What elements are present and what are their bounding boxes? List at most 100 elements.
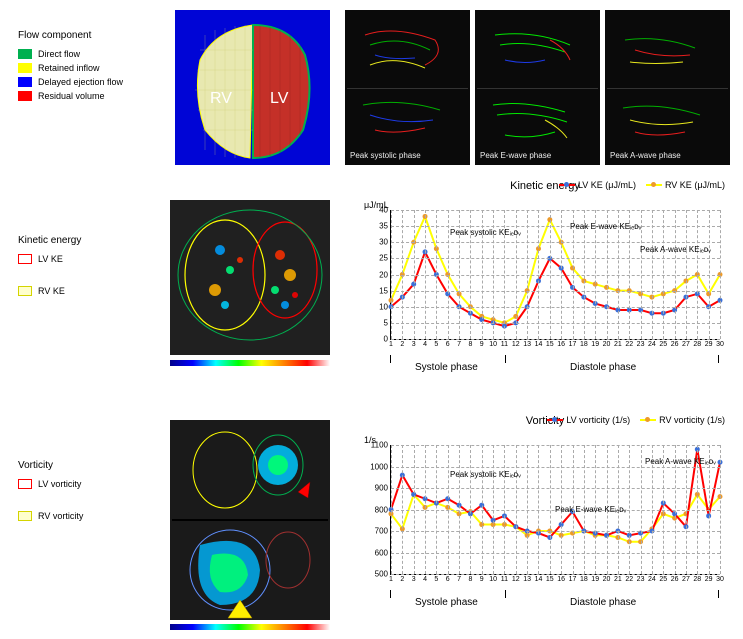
ytick-label: 35 xyxy=(379,222,391,231)
flow-awave-panel: Peak A-wave phase xyxy=(605,10,730,165)
ke-colormap-icon xyxy=(170,200,330,355)
phase-label: Peak systolic phase xyxy=(350,151,421,160)
xtick-label: 12 xyxy=(512,574,520,583)
xtick-label: 13 xyxy=(523,339,531,348)
xtick-label: 21 xyxy=(614,339,622,348)
legend-label: Direct flow xyxy=(38,49,80,59)
xtick-label: 17 xyxy=(569,574,577,583)
legend-item: RV KE xyxy=(18,286,138,296)
xtick-label: 24 xyxy=(648,574,656,583)
ke-colorbar xyxy=(170,360,330,366)
xtick-label: 2 xyxy=(400,339,404,348)
flow-viz-icon xyxy=(345,10,470,165)
phase-tick-icon xyxy=(505,590,506,598)
xtick-label: 14 xyxy=(535,574,543,583)
xtick-label: 25 xyxy=(659,574,667,583)
legend-item: LV KE xyxy=(18,254,138,264)
xtick-label: 10 xyxy=(489,574,497,583)
xtick-label: 16 xyxy=(557,339,565,348)
chart-legend-label: RV vorticity (1/s) xyxy=(659,415,725,425)
vort-annotation: Peak E-wave KEᵢₑᴅᵥ xyxy=(555,505,626,514)
xtick-label: 22 xyxy=(625,339,633,348)
lv-label: LV xyxy=(270,90,288,108)
flow-component-legend: Flow component Direct flow Retained infl… xyxy=(18,30,158,105)
vorticity-colormap-panel xyxy=(170,420,330,620)
vorticity-legend-title: Vorticity xyxy=(18,460,138,471)
xtick-label: 4 xyxy=(423,339,427,348)
chart-legend-item: LV vorticity (1/s) xyxy=(547,415,630,425)
xtick-label: 8 xyxy=(468,339,472,348)
chart-legend-item: RV KE (μJ/mL) xyxy=(646,180,725,190)
phase-tick-icon xyxy=(718,590,719,598)
xtick-label: 8 xyxy=(468,574,472,583)
diastole-phase-label: Diastole phase xyxy=(570,597,636,608)
ytick-label: 800 xyxy=(375,505,391,514)
xtick-label: 25 xyxy=(659,339,667,348)
xtick-label: 11 xyxy=(501,339,508,348)
vorticity-chart: Vorticity LV vorticity (1/s) RV vorticit… xyxy=(360,415,730,620)
xtick-label: 12 xyxy=(512,339,520,348)
swatch-icon xyxy=(18,91,32,101)
xtick-label: 16 xyxy=(557,574,565,583)
xtick-label: 1 xyxy=(389,339,393,348)
xtick-label: 28 xyxy=(693,339,701,348)
swatch-outline-icon xyxy=(18,286,32,296)
vort-annotation: Peak A-wave KEᵢₑᴅᵥ xyxy=(645,457,716,466)
ke-colormap-panel xyxy=(170,200,330,355)
xtick-label: 7 xyxy=(457,339,461,348)
segmentation-image xyxy=(175,10,330,165)
flow-ewave-panel: Peak E-wave phase xyxy=(475,10,600,165)
ytick-label: 40 xyxy=(379,206,391,215)
xtick-label: 6 xyxy=(446,339,450,348)
chart-legend-item: LV KE (μJ/mL) xyxy=(559,180,636,190)
xtick-label: 24 xyxy=(648,339,656,348)
vorticity-colorbar xyxy=(170,624,330,630)
xtick-label: 13 xyxy=(523,574,531,583)
swatch-icon xyxy=(18,49,32,59)
xtick-label: 17 xyxy=(569,339,577,348)
xtick-label: 15 xyxy=(546,339,554,348)
ytick-label: 700 xyxy=(375,527,391,536)
xtick-label: 27 xyxy=(682,339,690,348)
ke-chart: Kinetic energy LV KE (μJ/mL) RV KE (μJ/m… xyxy=(360,180,730,380)
xtick-label: 7 xyxy=(457,574,461,583)
legend-label: RV KE xyxy=(38,286,65,296)
systole-phase-label: Systole phase xyxy=(415,597,478,608)
xtick-label: 1 xyxy=(389,574,393,583)
xtick-label: 9 xyxy=(480,339,484,348)
xtick-label: 19 xyxy=(591,574,599,583)
xtick-label: 6 xyxy=(446,574,450,583)
xtick-label: 9 xyxy=(480,574,484,583)
systole-phase-label: Systole phase xyxy=(415,362,478,373)
xtick-label: 2 xyxy=(400,574,404,583)
flow-viz-icon xyxy=(605,10,730,165)
xtick-label: 5 xyxy=(434,339,438,348)
xtick-label: 3 xyxy=(412,339,416,348)
ytick-label: 30 xyxy=(379,238,391,247)
ytick-label: 1000 xyxy=(370,462,391,471)
legend-item: Residual volume xyxy=(18,91,158,101)
ytick-label: 10 xyxy=(379,302,391,311)
kinetic-energy-legend: Kinetic energy LV KE RV KE xyxy=(18,235,138,300)
legend-label: LV vorticity xyxy=(38,479,81,489)
phase-tick-icon xyxy=(390,355,391,363)
legend-label: Residual volume xyxy=(38,91,105,101)
xtick-label: 19 xyxy=(591,339,599,348)
ytick-label: 600 xyxy=(375,548,391,557)
swatch-icon xyxy=(18,77,32,87)
flow-viz-icon xyxy=(475,10,600,165)
xtick-label: 15 xyxy=(546,574,554,583)
legend-item: RV vorticity xyxy=(18,511,138,521)
chart-legend-label: LV KE (μJ/mL) xyxy=(578,180,636,190)
legend-item: Direct flow xyxy=(18,49,158,59)
vorticity-legend: Vorticity LV vorticity RV vorticity xyxy=(18,460,138,525)
legend-item: LV vorticity xyxy=(18,479,138,489)
phase-label: Peak E-wave phase xyxy=(480,151,551,160)
legend-label: Retained inflow xyxy=(38,63,100,73)
ke-annotation: Peak systolic KEᵢₑᴅᵥ xyxy=(450,228,521,237)
ke-legend-title: Kinetic energy xyxy=(18,235,138,246)
xtick-label: 14 xyxy=(535,339,543,348)
ytick-label: 1100 xyxy=(371,441,391,450)
ytick-label: 20 xyxy=(379,270,391,279)
phase-tick-icon xyxy=(718,355,719,363)
